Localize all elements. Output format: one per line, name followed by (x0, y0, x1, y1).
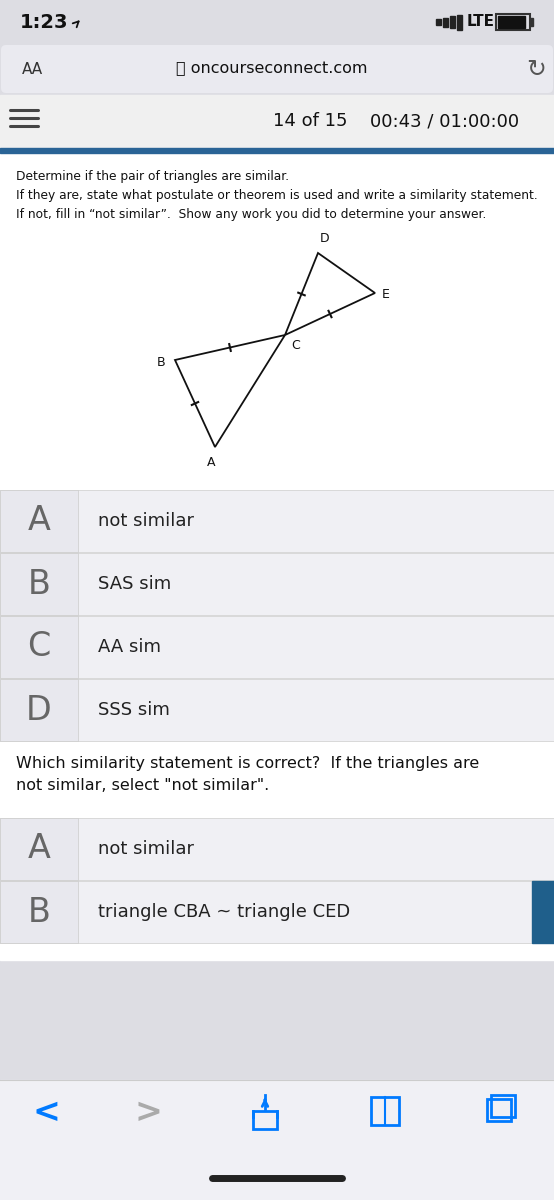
Bar (530, 18, 533, 26)
Bar (0, 553, 78, 614)
Text: 1:23: 1:23 (20, 12, 69, 31)
FancyBboxPatch shape (1, 44, 553, 92)
Text: Determine if the pair of triangles are similar.: Determine if the pair of triangles are s… (16, 170, 289, 182)
Bar (496, 14, 530, 30)
Bar (0, 679, 554, 740)
Bar (0, 616, 554, 678)
Text: triangle CBA ~ triangle CED: triangle CBA ~ triangle CED (98, 902, 350, 922)
Bar (0, 0, 554, 44)
Text: A: A (28, 833, 50, 865)
Text: AA sim: AA sim (98, 638, 161, 656)
Text: If not, fill in “not similar”.  Show any work you did to determine your answer.: If not, fill in “not similar”. Show any … (16, 208, 486, 221)
Text: SSS sim: SSS sim (98, 701, 170, 719)
Text: >: > (134, 1097, 162, 1129)
Text: D: D (320, 232, 330, 245)
Bar (0, 818, 554, 880)
Text: 🔒 oncourseconnect.com: 🔒 oncourseconnect.com (176, 61, 368, 77)
Bar (532, 881, 554, 943)
Text: SAS sim: SAS sim (98, 575, 171, 593)
Text: D: D (26, 694, 52, 726)
Bar (0, 148, 554, 152)
Text: <: < (32, 1097, 60, 1129)
Bar (457, 14, 462, 30)
Text: A: A (28, 504, 50, 538)
Bar (0, 818, 78, 880)
Bar (498, 16, 525, 28)
Bar (0, 1080, 554, 1200)
Bar (450, 16, 455, 28)
Text: 00:43 / 01:00:00: 00:43 / 01:00:00 (371, 112, 520, 130)
Bar (0, 95, 554, 148)
Text: C: C (27, 630, 50, 664)
Text: If they are, state what postulate or theorem is used and write a similarity stat: If they are, state what postulate or the… (16, 188, 538, 202)
Bar (0, 881, 554, 943)
Text: AA: AA (22, 61, 43, 77)
Text: Which similarity statement is correct?  If the triangles are
not similar, select: Which similarity statement is correct? I… (16, 756, 479, 792)
Bar (0, 490, 554, 552)
Bar (0, 616, 78, 678)
Bar (0, 553, 554, 614)
Text: 14 of 15: 14 of 15 (273, 112, 347, 130)
Bar (491, 1094, 515, 1117)
Text: B: B (28, 568, 50, 600)
Text: B: B (156, 355, 165, 368)
Bar (0, 44, 554, 95)
Bar (253, 1111, 277, 1129)
Text: E: E (382, 288, 390, 301)
Text: A: A (207, 456, 216, 469)
Text: not similar: not similar (98, 512, 194, 530)
Bar (0, 881, 78, 943)
Text: C: C (291, 338, 300, 352)
Bar (436, 19, 441, 25)
Bar (0, 679, 78, 740)
Bar (0, 152, 554, 960)
Bar (443, 18, 448, 26)
Text: LTE: LTE (467, 14, 495, 30)
Bar (487, 1099, 511, 1121)
Text: not similar: not similar (98, 840, 194, 858)
Text: B: B (28, 895, 50, 929)
Text: ↻: ↻ (526, 56, 546, 80)
Bar (371, 1097, 399, 1126)
Bar (0, 490, 78, 552)
